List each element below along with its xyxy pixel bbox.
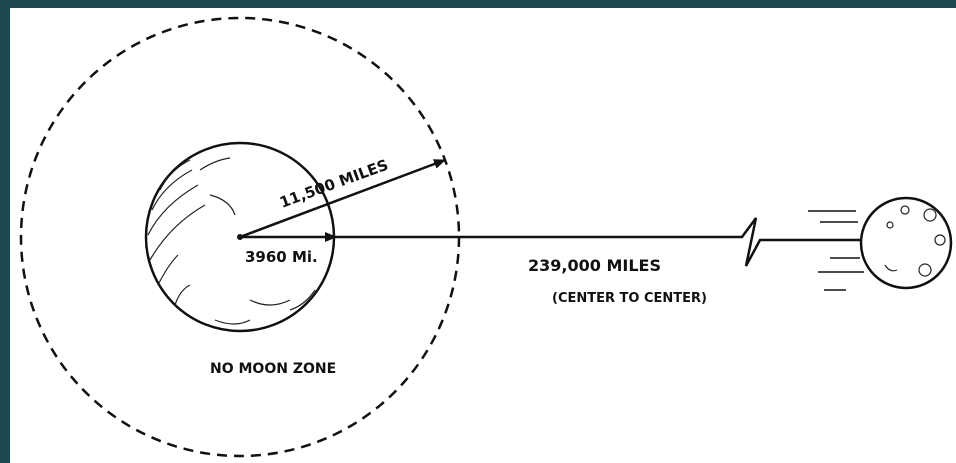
moon bbox=[861, 198, 951, 288]
distance-label: 239,000 MILES bbox=[528, 256, 661, 275]
zone-label: NO MOON ZONE bbox=[210, 361, 336, 377]
page: 11,500 MILES 3960 Mi. 239,000 MILES (CEN… bbox=[0, 0, 956, 463]
earth-radius-label: 3960 Mi. bbox=[245, 248, 318, 266]
distance-note: (CENTER TO CENTER) bbox=[552, 291, 707, 306]
diagram: 11,500 MILES 3960 Mi. 239,000 MILES (CEN… bbox=[0, 0, 956, 463]
